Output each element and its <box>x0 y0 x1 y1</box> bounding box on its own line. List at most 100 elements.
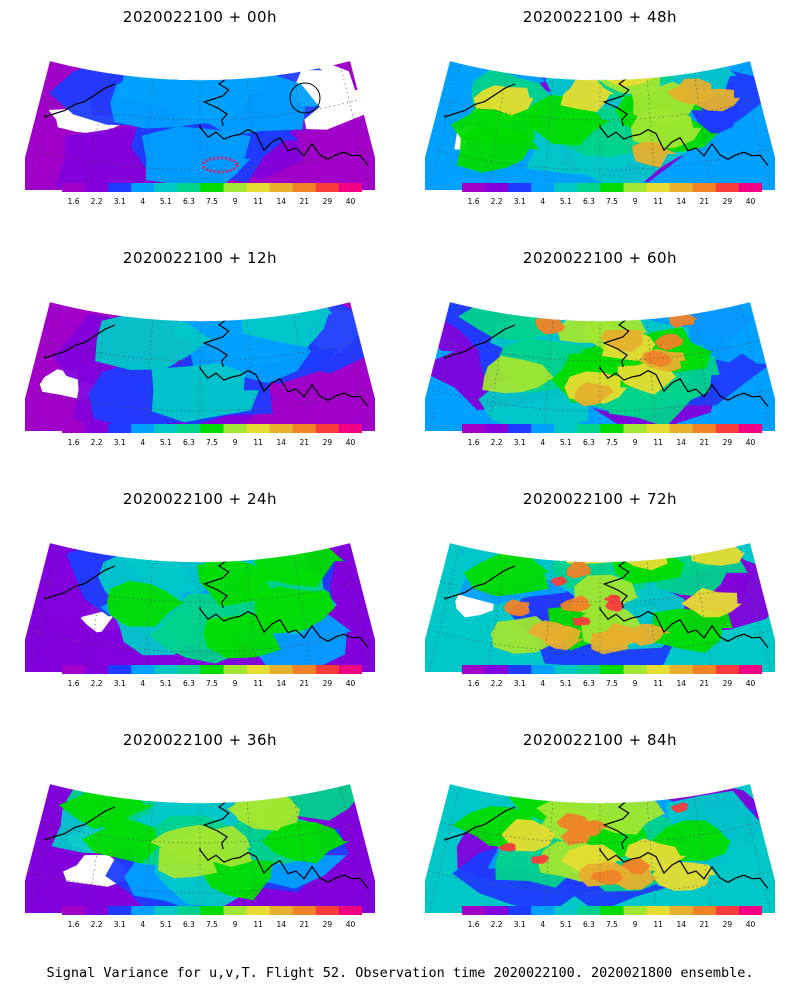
colorbar-label: 2.2 <box>91 920 103 929</box>
colorbar-swatch <box>692 665 717 674</box>
colorbar-label: 3.1 <box>114 197 126 206</box>
colorbar-swatch <box>600 665 625 674</box>
colorbar-label: 14 <box>676 197 686 206</box>
colorbar-label: 6.3 <box>583 920 595 929</box>
colorbar-swatch <box>623 906 648 915</box>
colorbar: 1.6 2.2 3.1 4 5.1 6.3 7.5 9 11 14 21 29 40 <box>462 183 762 206</box>
colorbar-swatch <box>246 906 271 915</box>
colorbar-swatch <box>108 424 132 433</box>
colorbar-label: 7.5 <box>206 679 218 688</box>
colorbar-label: 7.5 <box>206 197 218 206</box>
colorbar-label: 7.5 <box>206 920 218 929</box>
colorbar-label: 11 <box>653 438 663 447</box>
colorbar: 1.6 2.2 3.1 4 5.1 6.3 7.5 9 11 14 21 29 40 <box>462 665 762 688</box>
colorbar-swatch <box>462 906 486 915</box>
colorbar-label: 3.1 <box>514 438 526 447</box>
colorbar-swatch <box>131 424 155 433</box>
colorbar-swatch <box>269 665 294 674</box>
colorbar-label: 1.6 <box>68 438 80 447</box>
colorbar-label: 2.2 <box>491 438 503 447</box>
colorbar-label: 4 <box>140 438 145 447</box>
colorbar-swatch <box>577 906 601 915</box>
colorbar-label: 9 <box>233 438 238 447</box>
colorbar-swatch <box>292 906 317 915</box>
colorbar-swatch <box>600 183 625 192</box>
colorbar-label: 6.3 <box>583 197 595 206</box>
colorbar-label: 5.1 <box>160 679 172 688</box>
colorbar-label: 3.1 <box>114 920 126 929</box>
colorbar-swatch <box>600 906 625 915</box>
colorbar-swatch <box>177 424 201 433</box>
map-panel: 2020022100 + 60h 1.6 2.2 3.1 4 5.1 6.3 7.5 9 11 14… <box>400 241 800 486</box>
colorbar-swatch <box>62 906 86 915</box>
colorbar-label: 40 <box>746 438 756 447</box>
colorbar-label: 40 <box>746 920 756 929</box>
colorbar-label: 9 <box>233 197 238 206</box>
colorbar-label: 9 <box>633 679 638 688</box>
colorbar-swatch <box>715 183 740 192</box>
colorbar-swatch <box>85 424 109 433</box>
colorbar-swatch <box>646 665 671 674</box>
colorbar-label: 7.5 <box>606 920 618 929</box>
colorbar-swatch <box>692 906 717 915</box>
map-panel: 2020022100 + 24h 1.6 2.2 3.1 4 5.1 6.3 7.5 9 11 14… <box>0 482 400 727</box>
colorbar-swatch <box>554 183 578 192</box>
map-panel: 2020022100 + 84h 1.6 2.2 3.1 4 5.1 6.3 7.5 9 11 14… <box>400 723 800 968</box>
colorbar-label: 1.6 <box>468 920 480 929</box>
colorbar-label: 29 <box>323 197 333 206</box>
colorbar-swatch <box>108 665 132 674</box>
colorbar-label: 1.6 <box>468 438 480 447</box>
colorbar-swatch <box>738 665 762 674</box>
colorbar-swatch <box>577 424 601 433</box>
colorbar-label: 29 <box>723 920 733 929</box>
colorbar-label: 4 <box>140 679 145 688</box>
colorbar-swatch <box>531 183 555 192</box>
colorbar-label: 1.6 <box>68 197 80 206</box>
colorbar-label: 21 <box>700 679 710 688</box>
colorbar-swatch <box>108 183 132 192</box>
map-panel: 2020022100 + 48h 1.6 2.2 3.1 4 5.1 6.3 7.5 9 11 14… <box>400 0 800 245</box>
colorbar-swatch <box>177 665 201 674</box>
colorbar-label: 11 <box>653 197 663 206</box>
colorbar-swatch <box>200 424 225 433</box>
colorbar-swatch <box>338 906 362 915</box>
colorbar-label: 6.3 <box>183 679 195 688</box>
colorbar-swatch <box>338 424 362 433</box>
colorbar-swatch <box>715 906 740 915</box>
colorbar-label: 4 <box>540 679 545 688</box>
colorbar-label: 1.6 <box>68 679 80 688</box>
colorbar-swatch <box>554 665 578 674</box>
colorbar-label: 2.2 <box>91 197 103 206</box>
colorbar-label: 7.5 <box>606 438 618 447</box>
colorbar-label: 2.2 <box>91 679 103 688</box>
colorbar: 1.6 2.2 3.1 4 5.1 6.3 7.5 9 11 14 21 29 40 <box>62 906 362 929</box>
colorbar-label: 14 <box>276 679 286 688</box>
map-panel: 2020022100 + 72h 1.6 2.2 3.1 4 5.1 6.3 7.5 9 11 14… <box>400 482 800 727</box>
colorbar-label: 29 <box>723 679 733 688</box>
map-panel: 2020022100 + 12h 1.6 2.2 3.1 4 5.1 6.3 7.5 9 11 14… <box>0 241 400 486</box>
colorbar-label: 9 <box>633 920 638 929</box>
colorbar-label: 11 <box>653 920 663 929</box>
colorbar: 1.6 2.2 3.1 4 5.1 6.3 7.5 9 11 14 21 29 40 <box>462 906 762 929</box>
colorbar-swatch <box>131 906 155 915</box>
variance-map <box>425 783 775 913</box>
colorbar-swatch <box>200 183 225 192</box>
colorbar-label: 1.6 <box>468 197 480 206</box>
colorbar-swatch <box>692 183 717 192</box>
figure-caption: Signal Variance for u,v,T. Flight 52. Ob… <box>46 965 754 981</box>
colorbar: 1.6 2.2 3.1 4 5.1 6.3 7.5 9 11 14 21 29 40 <box>62 665 362 688</box>
colorbar-swatch <box>85 665 109 674</box>
colorbar-label: 4 <box>540 197 545 206</box>
colorbar-swatch <box>85 183 109 192</box>
colorbar-label: 9 <box>633 197 638 206</box>
colorbar-swatch <box>531 665 555 674</box>
colorbar-label: 5.1 <box>560 438 572 447</box>
variance-map <box>425 542 775 672</box>
colorbar-label: 40 <box>346 920 356 929</box>
colorbar-label: 6.3 <box>183 438 195 447</box>
colorbar-swatch <box>223 665 248 674</box>
colorbar-swatch <box>508 183 532 192</box>
colorbar: 1.6 2.2 3.1 4 5.1 6.3 7.5 9 11 14 21 29 40 <box>462 424 762 447</box>
colorbar-label: 1.6 <box>68 920 80 929</box>
colorbar-label: 40 <box>346 679 356 688</box>
